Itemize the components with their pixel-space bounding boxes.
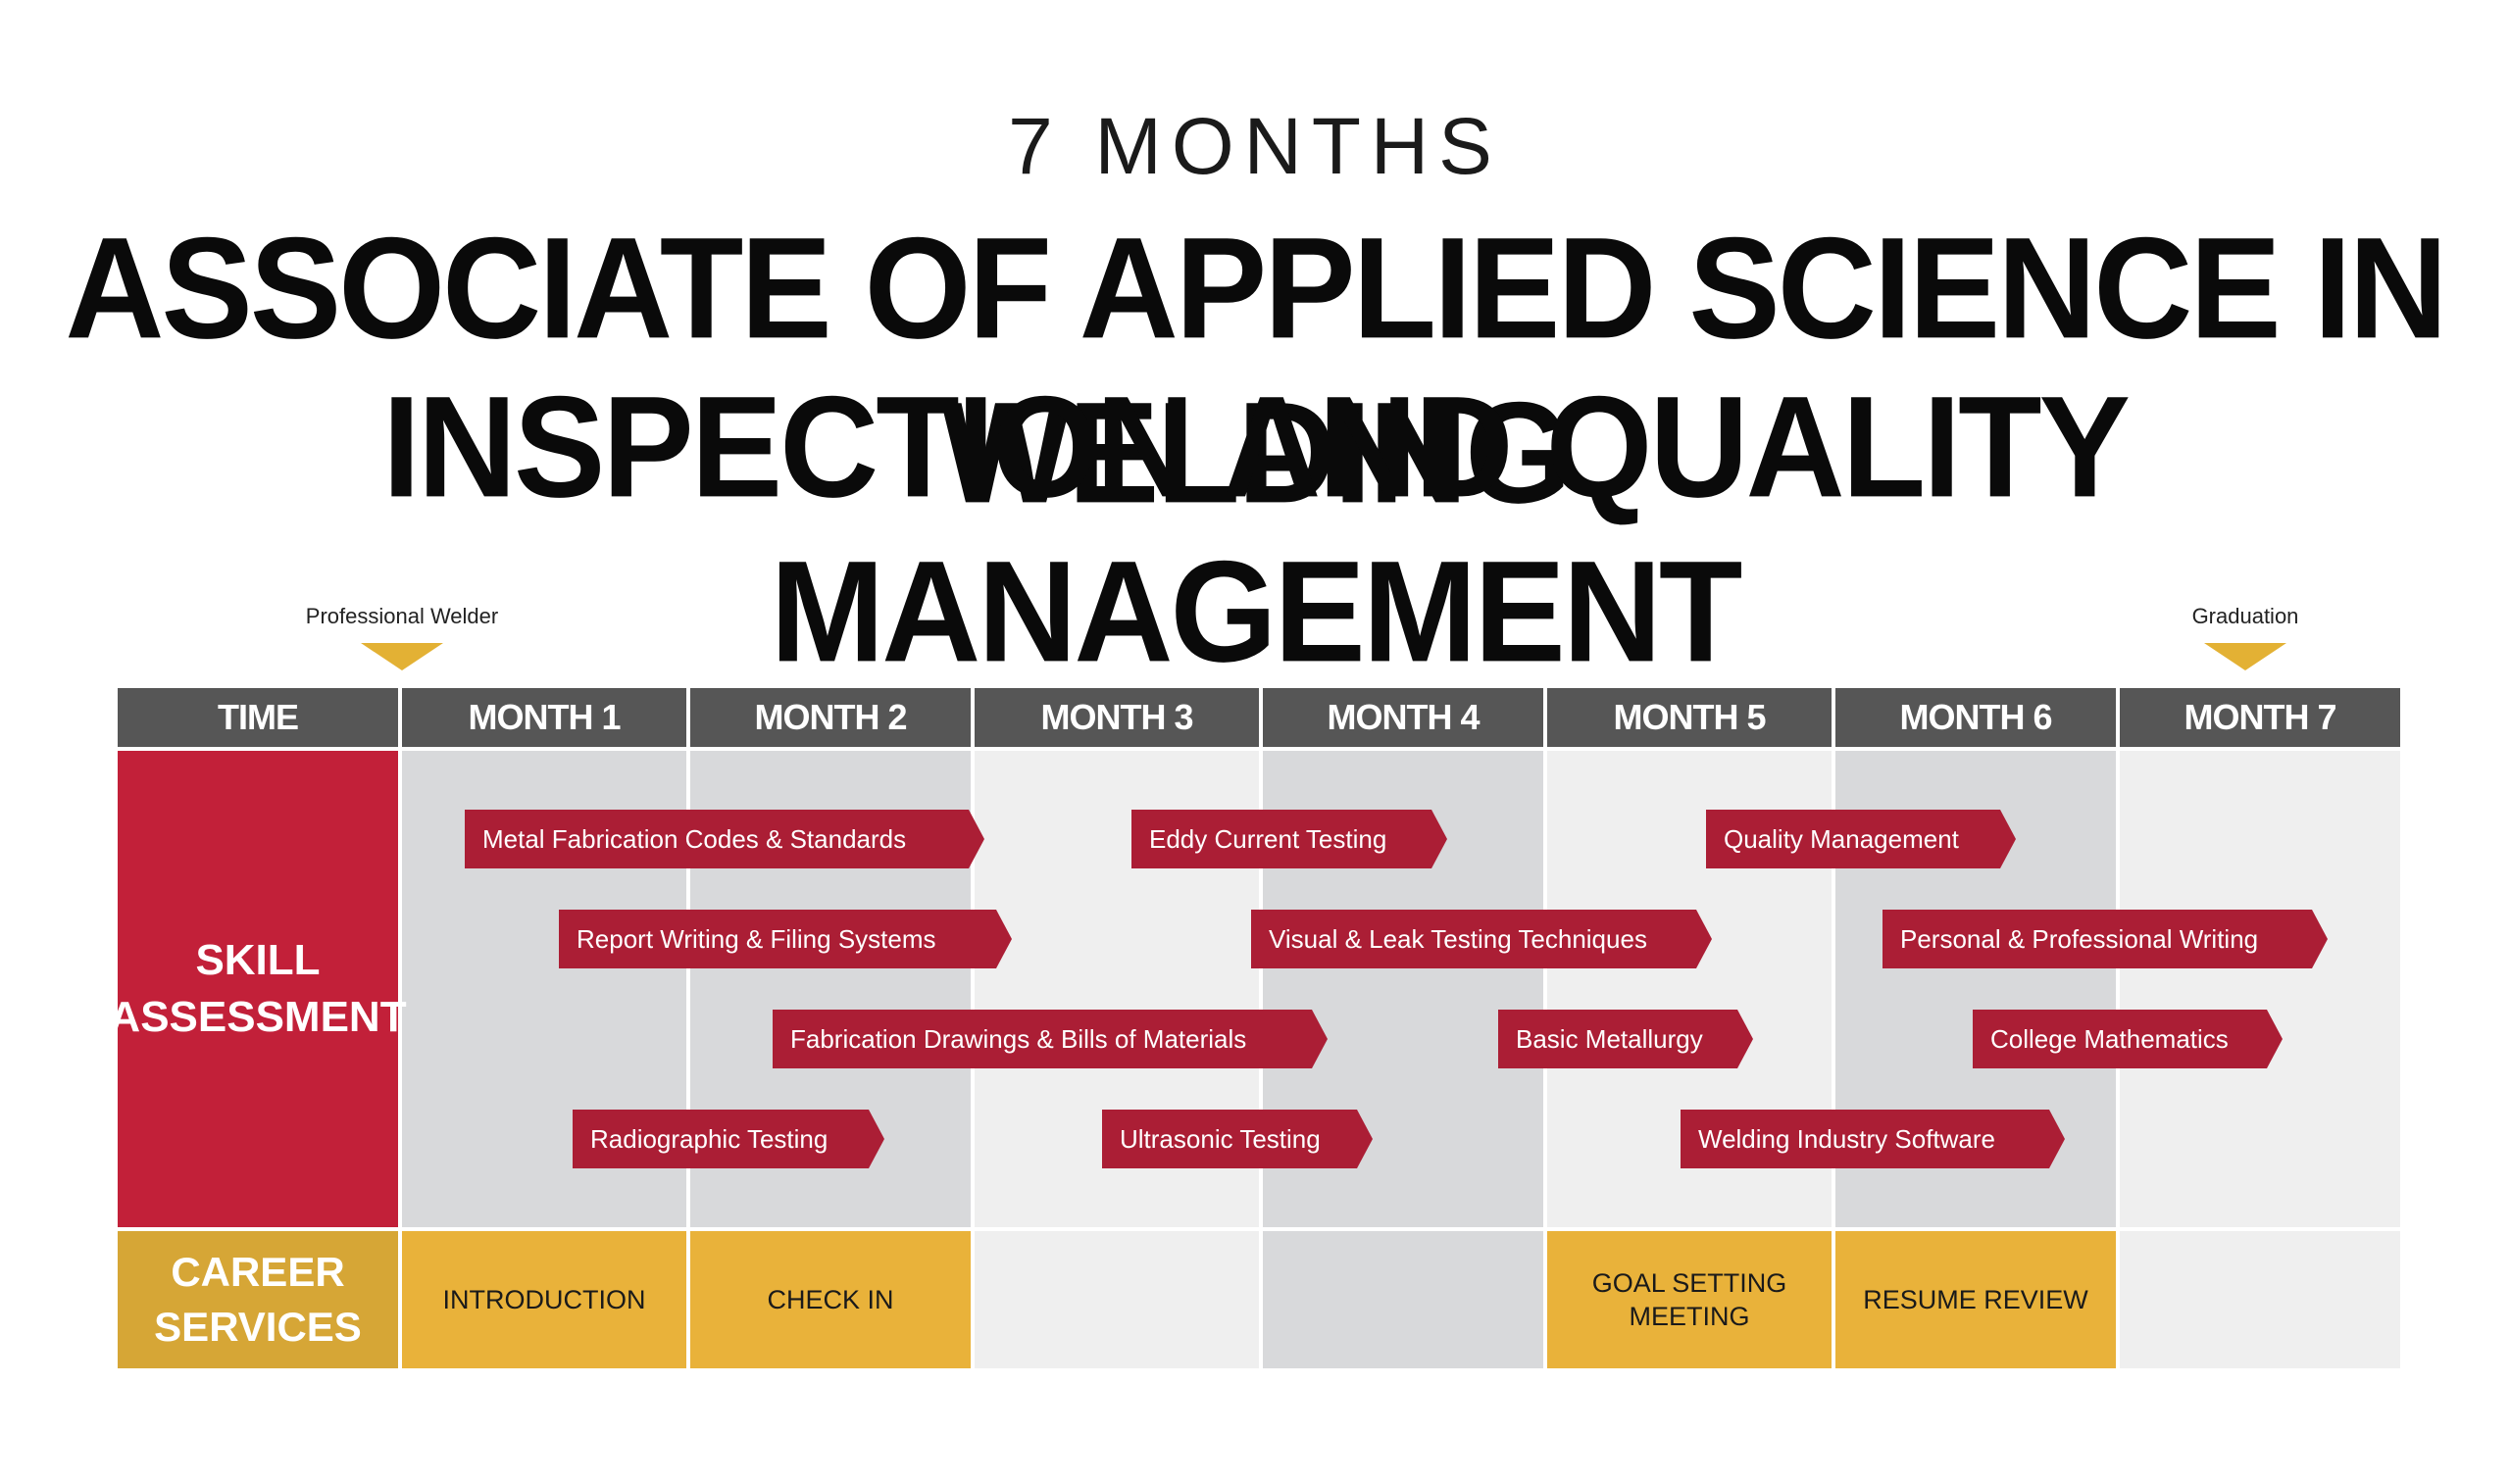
band-month-7: [2120, 751, 2400, 1227]
career-goal-line-1: GOAL SETTING: [1591, 1268, 1787, 1298]
header-month-6: MONTH 6: [1835, 688, 2116, 747]
career-goal-line-2: MEETING: [1629, 1302, 1750, 1331]
course-fabrication-drawings: Fabrication Drawings & Bills of Material…: [773, 1010, 1328, 1068]
skill-assessment-label: SKILL ASSESSMENT: [109, 751, 407, 1227]
skill-label-line-2: ASSESSMENT: [109, 993, 407, 1041]
end-marker-label: Graduation: [2191, 604, 2299, 628]
subtitle: 7 MONTHS: [1008, 102, 1502, 191]
course-radiographic-testing: Radiographic Testing: [573, 1110, 884, 1168]
page-title-line-2: INSPECTION AND QUALITY MANAGEMENT: [382, 366, 2131, 692]
career-introduction: INTRODUCTION: [402, 1231, 686, 1368]
end-marker-arrow-icon: [2204, 643, 2286, 670]
header-month-3: MONTH 3: [975, 688, 1259, 747]
career-month-7-empty: [2120, 1231, 2400, 1368]
header-month-7: MONTH 7: [2120, 688, 2400, 747]
header-month-1: MONTH 1: [402, 688, 686, 747]
course-personal-professional-writing: Personal & Professional Writing: [1882, 910, 2328, 968]
career-month-3-empty: [975, 1231, 1259, 1368]
skill-label-line-1: SKILL: [195, 936, 321, 984]
course-ultrasonic-testing: Ultrasonic Testing: [1102, 1110, 1373, 1168]
course-welding-industry-software: Welding Industry Software: [1681, 1110, 2065, 1168]
course-metal-fabrication-codes: Metal Fabrication Codes & Standards: [465, 810, 984, 868]
career-resume-review: RESUME REVIEW: [1835, 1231, 2116, 1368]
course-eddy-current-testing: Eddy Current Testing: [1131, 810, 1447, 868]
header-time: TIME: [118, 688, 398, 747]
header-month-4: MONTH 4: [1263, 688, 1543, 747]
career-services-label: CAREER SERVICES: [118, 1231, 398, 1368]
career-goal-setting-meeting: GOAL SETTING MEETING: [1547, 1231, 1832, 1368]
start-marker-label: Professional Welder: [305, 604, 499, 628]
career-month-4-empty: [1263, 1231, 1543, 1368]
course-quality-management: Quality Management: [1706, 810, 2016, 868]
career-check-in: CHECK IN: [690, 1231, 971, 1368]
course-basic-metallurgy: Basic Metallurgy: [1498, 1010, 1753, 1068]
course-report-writing: Report Writing & Filing Systems: [559, 910, 1012, 968]
course-college-mathematics: College Mathematics: [1973, 1010, 2283, 1068]
career-label-line-1: CAREER: [171, 1249, 345, 1295]
career-label-line-2: SERVICES: [154, 1304, 362, 1350]
header-month-5: MONTH 5: [1547, 688, 1832, 747]
course-visual-leak-testing: Visual & Leak Testing Techniques: [1251, 910, 1712, 968]
header-month-2: MONTH 2: [690, 688, 971, 747]
start-marker-arrow-icon: [361, 643, 443, 670]
page-title-line-1: ASSOCIATE OF APPLIED SCIENCE IN WELDING: [65, 207, 2447, 533]
